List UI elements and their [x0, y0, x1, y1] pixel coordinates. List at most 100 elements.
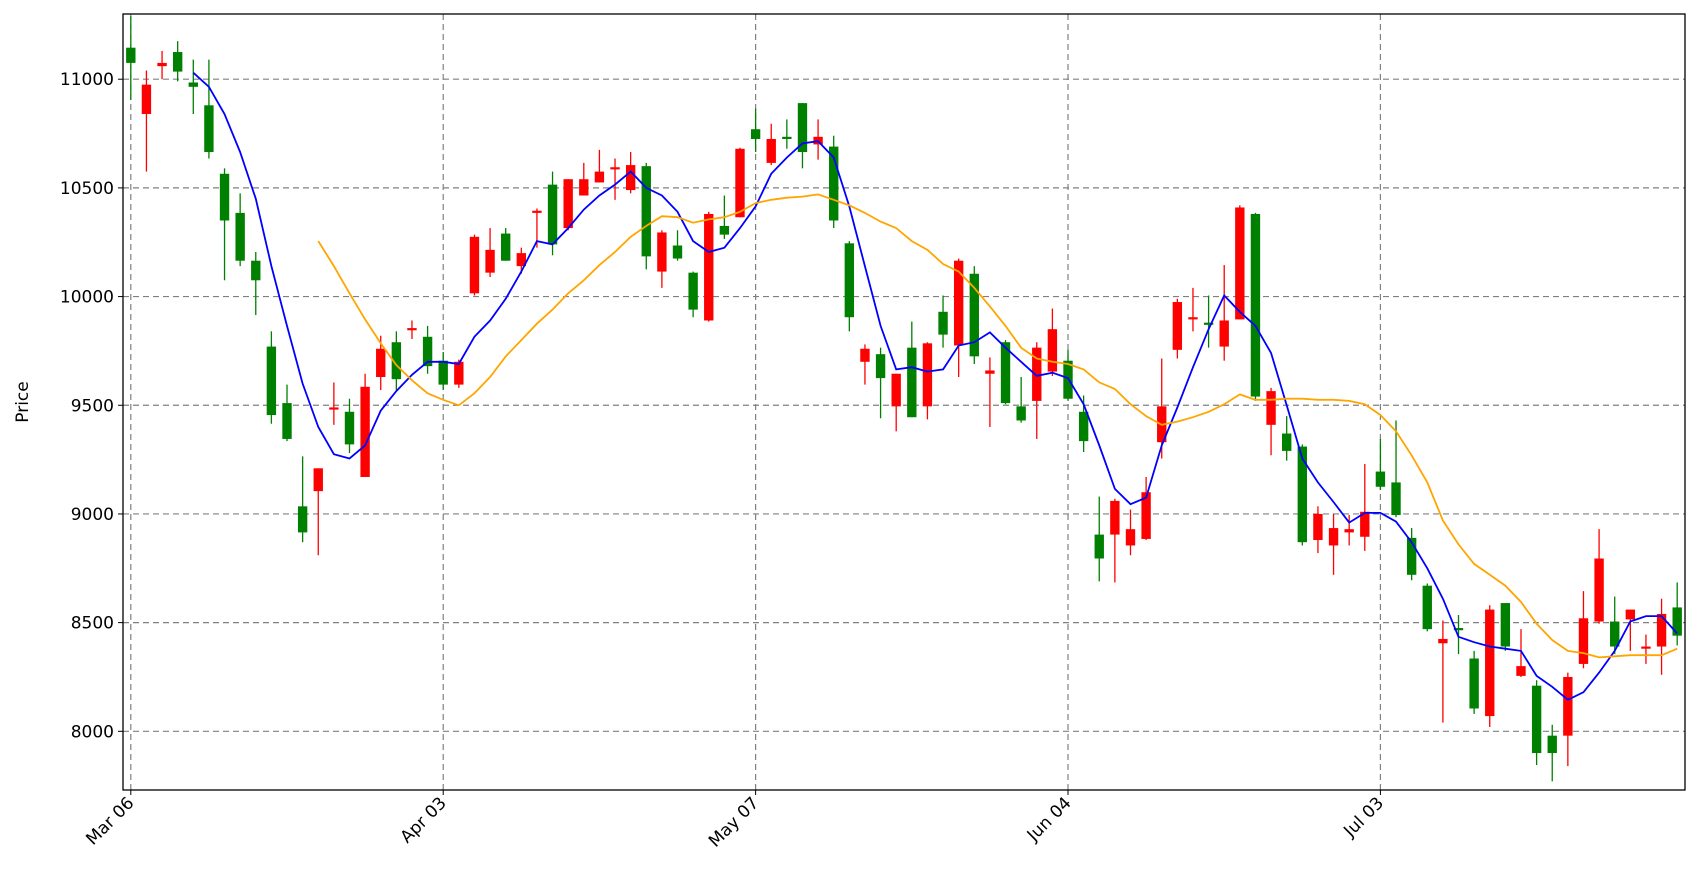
y-axis-label: Price: [13, 381, 33, 422]
candle-body: [204, 105, 214, 153]
candle-body: [313, 468, 323, 492]
candle-body: [844, 243, 855, 318]
candle-body: [1360, 511, 1370, 537]
y-tick-label: 9000: [71, 505, 114, 525]
candle-body: [1485, 609, 1495, 717]
candle-body: [1578, 618, 1589, 664]
candle-body: [1438, 638, 1448, 644]
candle-body: [922, 343, 933, 407]
candle-body: [953, 260, 964, 346]
y-tick-label: 9500: [71, 396, 114, 416]
candle-body: [1500, 603, 1511, 647]
candle-body: [1203, 322, 1214, 325]
candle-body: [625, 165, 636, 191]
candle-body: [1672, 607, 1682, 636]
candle-body: [1047, 329, 1058, 372]
candle-body: [438, 360, 448, 385]
candle-body: [750, 129, 761, 139]
candle-body: [1094, 534, 1104, 559]
candle-body: [782, 136, 792, 139]
candle-body: [829, 146, 839, 221]
candle-body: [1469, 658, 1479, 709]
candle-body: [907, 347, 917, 418]
candle-body: [1547, 735, 1557, 754]
candle-body: [704, 213, 714, 321]
candle-body: [610, 167, 620, 170]
candle-body: [1453, 628, 1464, 631]
y-tick-label: 11000: [60, 70, 114, 90]
candle-body: [1282, 433, 1292, 451]
candle-body: [797, 103, 808, 153]
candle-body: [1594, 558, 1604, 622]
candle-body: [1625, 609, 1636, 620]
candle-body: [1250, 213, 1261, 397]
candle-body: [969, 273, 979, 357]
candle-body: [391, 342, 402, 380]
candle-body: [579, 179, 589, 196]
candle-body: [1563, 676, 1573, 736]
candle-body: [1391, 482, 1401, 516]
candle-body: [1125, 529, 1136, 546]
y-tick-label: 8000: [71, 722, 114, 742]
y-tick-label: 10000: [60, 288, 114, 308]
candle-body: [1141, 492, 1151, 539]
candle-body: [672, 245, 683, 259]
candle-body: [407, 328, 417, 331]
candle-body: [657, 232, 667, 272]
candle-body: [1078, 411, 1089, 442]
candle-body: [282, 403, 292, 439]
candle-body: [157, 62, 167, 67]
candle-body: [688, 272, 698, 310]
candle-body: [547, 184, 558, 245]
candle-body: [344, 411, 355, 445]
candle-body: [563, 179, 573, 229]
candle-body: [1266, 391, 1276, 425]
candle-body: [1188, 317, 1198, 320]
candle-body: [1406, 537, 1417, 575]
y-tick-label: 8500: [71, 614, 114, 634]
candle-body: [938, 311, 948, 335]
candle-body: [516, 253, 526, 267]
candle-body: [1422, 585, 1432, 630]
candle-body: [1344, 529, 1354, 533]
candle-body: [1032, 347, 1042, 401]
candle-body: [1641, 646, 1651, 649]
candle-body: [891, 373, 901, 407]
candle-body: [875, 354, 886, 379]
candle-body: [376, 348, 386, 378]
candle-body: [235, 212, 245, 261]
candle-body: [532, 210, 542, 213]
candle-body: [860, 348, 870, 362]
candle-body: [501, 233, 511, 261]
moving-average-line: [192, 72, 1678, 701]
y-tick-label: 10500: [60, 179, 114, 199]
candle-body: [126, 47, 136, 63]
candle-body: [719, 225, 730, 235]
candle-body: [594, 171, 605, 183]
candle-body: [766, 138, 776, 163]
candle-body: [251, 260, 261, 281]
candle-body: [266, 346, 277, 416]
candle-body: [329, 407, 339, 410]
plot-frame: [122, 13, 1686, 791]
candle-body: [469, 236, 480, 294]
candle-body: [1219, 320, 1229, 347]
candle-body: [641, 166, 651, 257]
candle-body: [1531, 685, 1542, 754]
candle-body: [141, 84, 152, 114]
candle-body: [422, 336, 433, 367]
candle-body: [1328, 528, 1339, 546]
candle-body: [1610, 621, 1620, 647]
candle-body: [1235, 207, 1245, 320]
candle-body: [1110, 500, 1120, 535]
candle-body: [735, 148, 745, 218]
candle-body: [360, 386, 370, 477]
moving-average-line: [317, 193, 1678, 659]
candle-body: [1375, 471, 1386, 487]
candle-body: [297, 506, 308, 533]
candle-body: [219, 173, 230, 221]
candle-body: [188, 82, 198, 87]
candle-body: [985, 370, 995, 374]
